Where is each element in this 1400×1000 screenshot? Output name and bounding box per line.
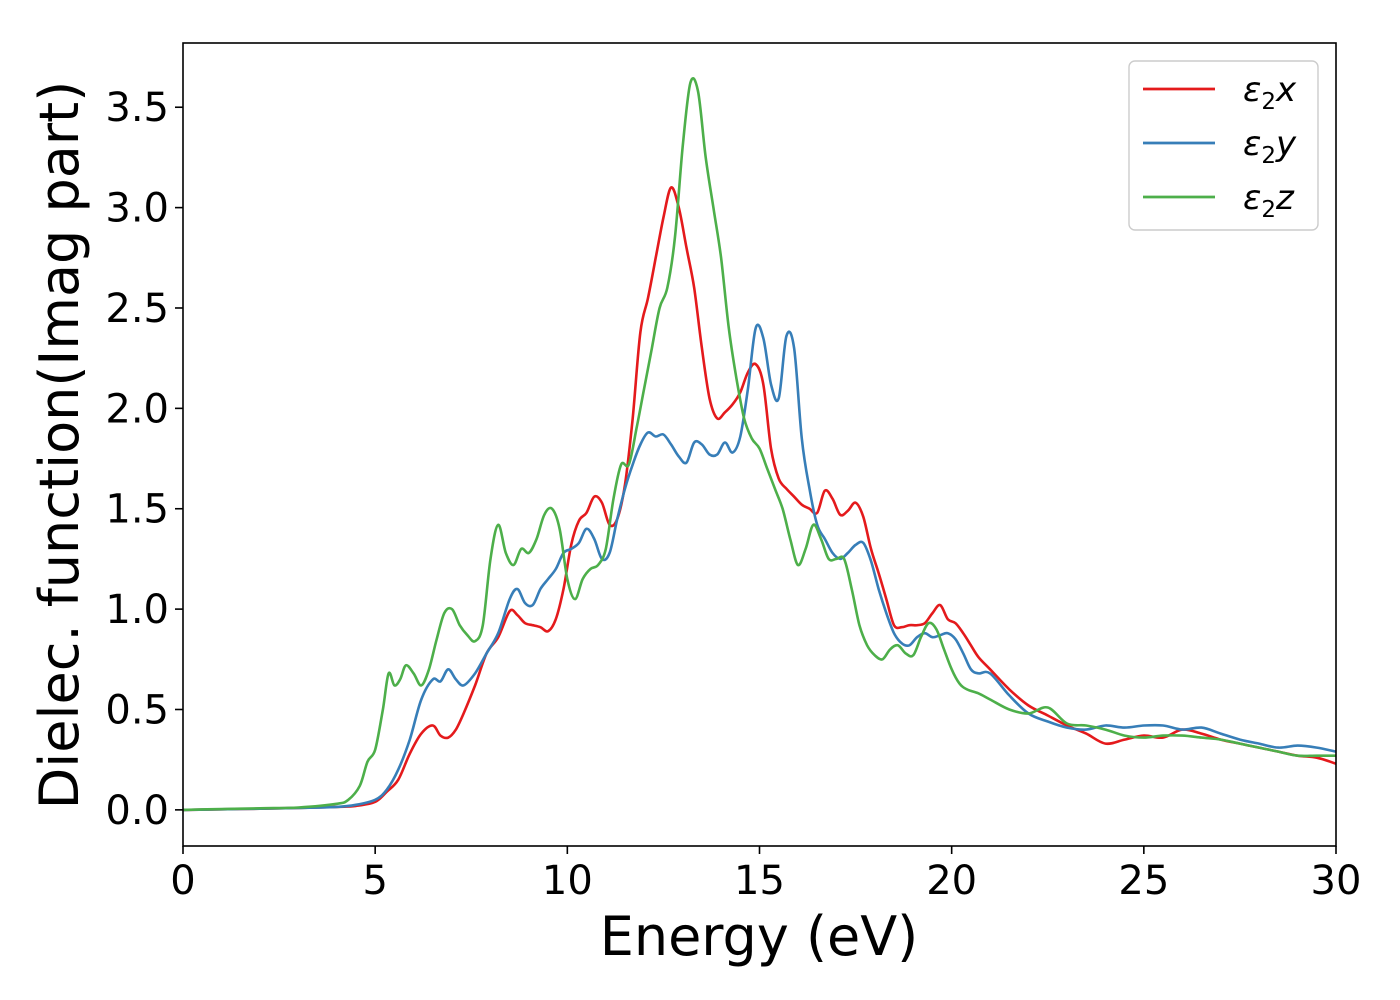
x-tick-label: 20 — [926, 858, 977, 904]
legend-label-z: ε2z — [1243, 178, 1295, 223]
y-tick-label: 2.5 — [105, 286, 169, 332]
legend-box — [1128, 60, 1319, 231]
y-tick-label: 3.5 — [105, 85, 169, 131]
x-tick-label: 15 — [734, 858, 785, 904]
series-line-x — [182, 186, 1337, 812]
x-tick-label: 25 — [1118, 858, 1169, 904]
y-axis-ticks: 0.0 0.5 1.0 1.5 2.0 2.5 3.0 3.5 — [105, 85, 183, 834]
x-axis-ticks: 0 5 10 15 20 25 30 — [170, 846, 1361, 904]
y-tick-label: 3.0 — [105, 186, 169, 232]
y-tick-label: 1.5 — [105, 487, 169, 533]
y-tick-label: 0.5 — [105, 687, 169, 733]
series-lines — [182, 77, 1337, 812]
y-tick-label: 0.0 — [105, 788, 169, 834]
y-tick-label: 2.0 — [105, 386, 169, 432]
x-tick-label: 30 — [1311, 858, 1362, 904]
x-tick-label: 10 — [542, 858, 593, 904]
y-tick-label: 1.0 — [105, 587, 169, 633]
x-axis-label: Energy (eV) — [600, 905, 919, 968]
x-tick-label: 5 — [362, 858, 387, 904]
y-axis-label: Dielec. function(Imag part) — [28, 81, 91, 810]
legend: ε2x ε2y ε2z — [1128, 60, 1319, 231]
legend-label-x: ε2x — [1243, 70, 1297, 115]
series-line-y — [182, 323, 1337, 812]
legend-label-y: ε2y — [1243, 124, 1297, 169]
x-tick-label: 0 — [170, 858, 195, 904]
series-line-z — [182, 77, 1336, 812]
